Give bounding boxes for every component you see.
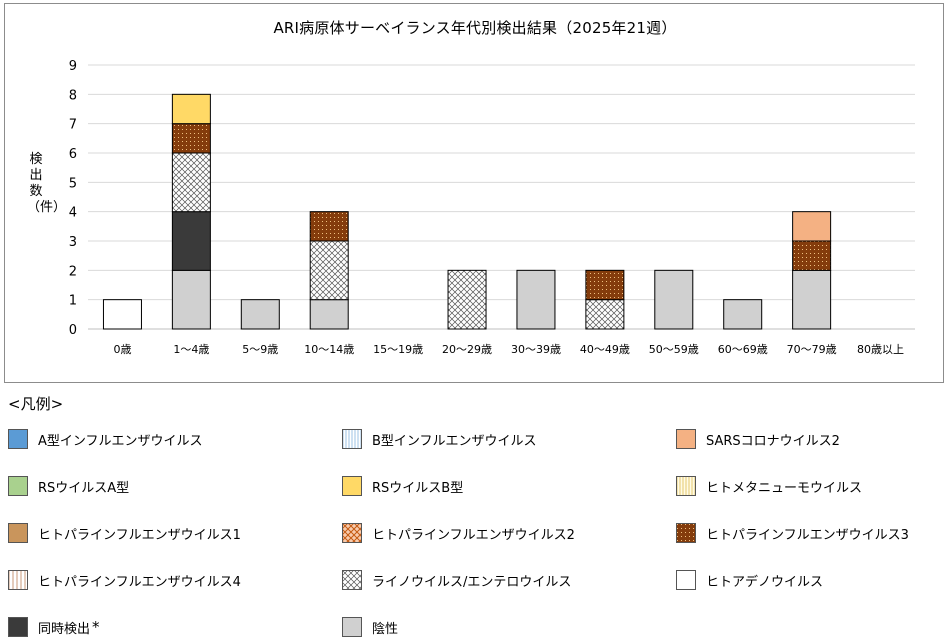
y-tick-label: 4 — [69, 206, 77, 221]
bar-segment — [585, 299, 625, 330]
bar-segment — [516, 269, 556, 330]
legend-item: 陰性 — [342, 615, 398, 639]
legend-label: 陰性 — [372, 621, 399, 637]
bar-segment — [585, 269, 625, 301]
legend-swatch — [342, 570, 362, 590]
legend-label: ヒトメタニューモウイルス — [706, 480, 863, 496]
legend-label: SARSコロナウイルス2 — [706, 433, 840, 449]
x-tick-label: 40～49歳 — [580, 343, 630, 356]
legend-label: B型インフルエンザウイルス — [372, 433, 537, 449]
legend-item: SARSコロナウイルス2 — [676, 427, 840, 451]
legend-label: ライノウイルス/エンテロウイルス — [372, 574, 572, 590]
x-tick-label: 80歳以上 — [857, 343, 904, 356]
legend-item: ヒトパラインフルエンザウイルス1 — [8, 521, 241, 545]
legend-swatch — [342, 476, 362, 496]
y-tick-label: 2 — [69, 264, 77, 279]
y-tick-label: 9 — [69, 59, 77, 74]
legend-item: A型インフルエンザウイルス — [8, 427, 203, 451]
legend-label: ヒトパラインフルエンザウイルス4 — [38, 574, 241, 590]
bar-segment — [171, 93, 211, 125]
x-tick-label: 70～79歳 — [787, 343, 837, 356]
legend-item: B型インフルエンザウイルス — [342, 427, 537, 451]
x-tick-label: 15～19歳 — [373, 343, 423, 356]
legend-swatch — [8, 570, 28, 590]
y-tick-label: 7 — [69, 118, 77, 133]
bar-segment — [792, 269, 832, 330]
legend-swatch — [342, 523, 362, 543]
bar-segment — [792, 240, 832, 271]
chart-plot: 0 1 2 3 4 5 6 7 8 9 0歳 1～4歳 5～9歳 10～14歳 15～19歳 20～29歳 30… — [69, 59, 915, 356]
bar-segment — [240, 299, 280, 330]
legend-swatch — [8, 523, 28, 543]
legend-swatch — [8, 617, 28, 637]
chart-title: ARI病原体サーベイランス年代別検出結果（2025年21週） — [273, 19, 677, 37]
legend-note-mark: * — [92, 618, 100, 636]
legend-swatch — [676, 429, 696, 449]
legend-label: 同時検出 — [38, 621, 91, 637]
bar-segment — [171, 269, 211, 330]
y-tick-label: 0 — [69, 323, 77, 338]
x-tick-label: 0歳 — [113, 343, 131, 356]
x-tick-label: 60～69歳 — [718, 343, 768, 356]
bar-segment — [447, 269, 487, 330]
legend-label: ヒトパラインフルエンザウイルス1 — [38, 527, 241, 543]
legend-item: ヒトアデノウイルス — [676, 568, 823, 592]
legend-item: 同時検出 * — [8, 615, 100, 639]
x-tick-label: 30～39歳 — [511, 343, 561, 356]
y-tick-label: 1 — [69, 294, 77, 309]
legend-swatch — [676, 570, 696, 590]
legend-swatch — [676, 523, 696, 543]
legend-item: RSウイルスA型 — [8, 474, 129, 498]
bar-segment — [309, 211, 349, 242]
legend-swatch — [342, 617, 362, 637]
y-tick-label: 3 — [69, 235, 77, 250]
bar-segment — [309, 240, 349, 301]
bar-segment — [171, 152, 211, 213]
x-tick-label: 5～9歳 — [242, 343, 278, 356]
legend-item: ヒトメタニューモウイルス — [676, 474, 862, 498]
legend-swatch — [8, 476, 28, 496]
legend-item: ヒトパラインフルエンザウイルス4 — [8, 568, 241, 592]
y-tick-label: 8 — [69, 88, 77, 103]
legend-label: RSウイルスA型 — [38, 480, 130, 496]
legend-swatch — [676, 476, 696, 496]
legend-label: ヒトアデノウイルス — [706, 574, 824, 590]
legend-item: ヒトパラインフルエンザウイルス3 — [676, 521, 909, 545]
bar-segment — [723, 299, 763, 330]
legend-swatch — [342, 429, 362, 449]
x-tick-label: 10～14歳 — [304, 343, 354, 356]
legend-label: ヒトパラインフルエンザウイルス3 — [706, 527, 909, 543]
x-tick-label: 50～59歳 — [649, 343, 699, 356]
bar-segment — [792, 211, 832, 242]
legend-label: ヒトパラインフルエンザウイルス2 — [372, 527, 575, 543]
legend-label: A型インフルエンザウイルス — [38, 433, 203, 449]
legend-title: <凡例> — [8, 395, 64, 413]
bar-segment — [654, 269, 694, 330]
legend-label: RSウイルスB型 — [372, 480, 464, 496]
bar-segment — [102, 299, 142, 330]
y-tick-label: 6 — [69, 147, 77, 162]
bar-segment — [171, 211, 211, 271]
legend-item: ヒトパラインフルエンザウイルス2 — [342, 521, 575, 545]
bar-segment — [309, 299, 349, 330]
bar-segment — [171, 123, 211, 154]
x-tick-label: 20～29歳 — [442, 343, 492, 356]
chart-frame: ARI病原体サーベイランス年代別検出結果（2025年21週） 検出数（件） — [4, 3, 944, 383]
legend-item: RSウイルスB型 — [342, 474, 463, 498]
y-tick-label: 5 — [69, 176, 77, 191]
legend-swatch — [8, 429, 28, 449]
legend-item: ライノウイルス/エンテロウイルス — [342, 568, 571, 592]
x-tick-label: 1～4歳 — [173, 343, 209, 356]
